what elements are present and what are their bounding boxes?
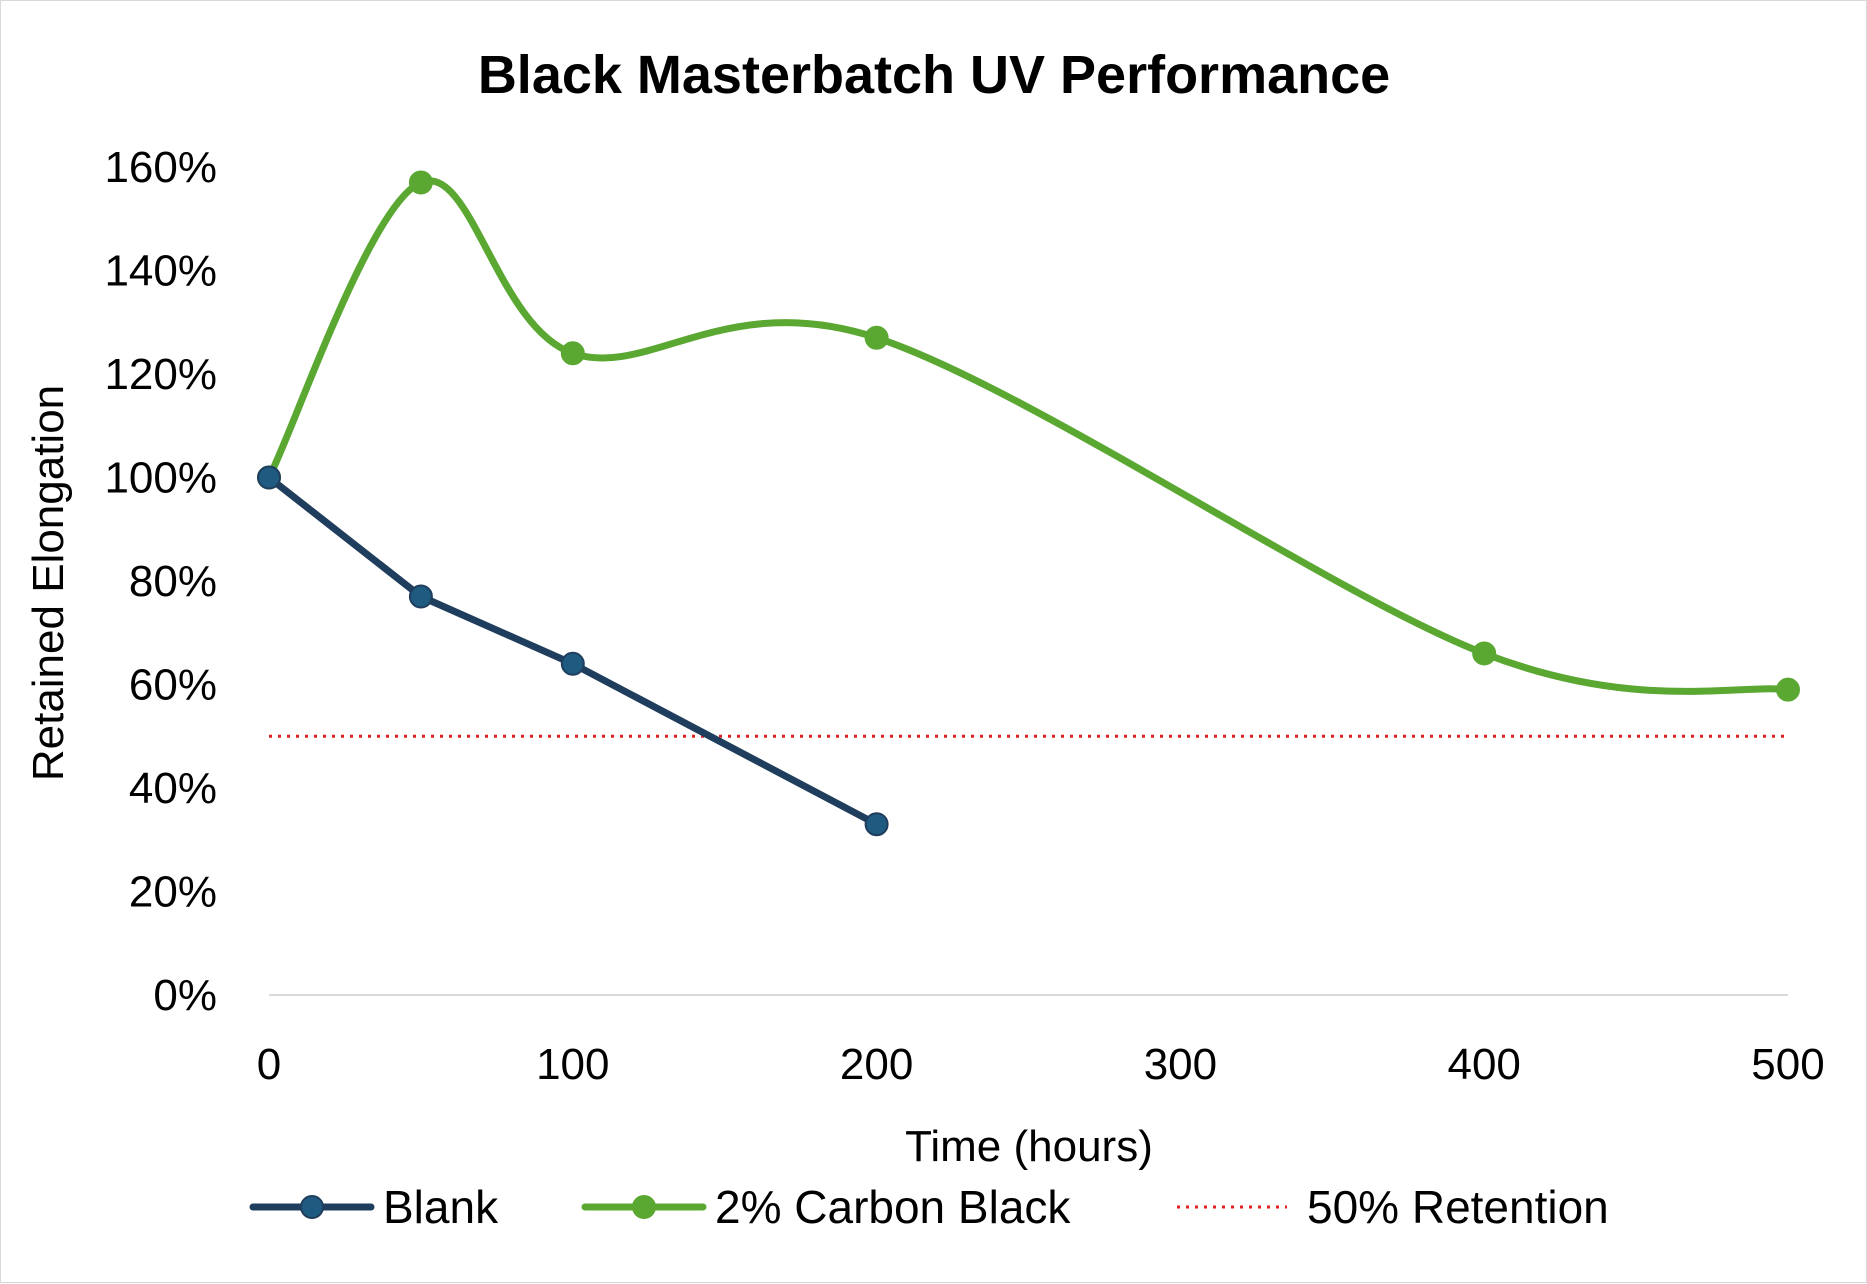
y-tick-label: 20% bbox=[129, 868, 217, 917]
data-point-blank bbox=[560, 651, 585, 676]
y-tick-label: 140% bbox=[104, 247, 217, 296]
data-point-blank bbox=[864, 812, 889, 837]
series-line-blank bbox=[265, 474, 881, 828]
x-tick-label: 100 bbox=[536, 1040, 609, 1089]
series-line-2-carbon-black bbox=[265, 177, 1792, 695]
x-tick-label: 500 bbox=[1751, 1040, 1824, 1089]
x-axis-ticks: 0 100 200 300 400 500 bbox=[257, 1040, 1825, 1089]
y-tick-label: 0% bbox=[153, 971, 217, 1020]
legend-label-2-carbon-black: 2% Carbon Black bbox=[715, 1181, 1071, 1233]
y-tick-label: 60% bbox=[129, 661, 217, 710]
data-point-2-carbon-black bbox=[864, 325, 889, 350]
y-axis-ticks: 0% 20% 40% 60% 80% 100% 120% 140% 160% bbox=[104, 143, 217, 1020]
x-tick-label: 0 bbox=[257, 1040, 281, 1089]
data-point-blank bbox=[408, 584, 433, 609]
chart-title: Black Masterbatch UV Performance bbox=[478, 45, 1390, 105]
legend-label-50-retention: 50% Retention bbox=[1307, 1181, 1609, 1233]
data-point-2-carbon-black bbox=[408, 170, 433, 195]
y-tick-label: 160% bbox=[104, 143, 217, 192]
data-point-blank bbox=[257, 465, 281, 490]
legend: Blank 2% Carbon Black 50% Retention bbox=[249, 1181, 1609, 1233]
legend-marker-blank bbox=[300, 1195, 324, 1219]
data-point-2-carbon-black bbox=[1472, 641, 1497, 666]
data-point-2-carbon-black bbox=[1776, 677, 1800, 702]
legend-marker-2-carbon-black bbox=[632, 1195, 656, 1219]
x-tick-label: 300 bbox=[1144, 1040, 1217, 1089]
x-tick-label: 400 bbox=[1447, 1040, 1520, 1089]
series-layer bbox=[257, 170, 1800, 837]
y-tick-label: 40% bbox=[129, 764, 217, 813]
x-tick-label: 200 bbox=[840, 1040, 913, 1089]
y-tick-label: 80% bbox=[129, 557, 217, 606]
y-axis-title: Retained Elongation bbox=[24, 385, 73, 781]
x-axis-title: Time (hours) bbox=[905, 1122, 1153, 1171]
legend-label-blank: Blank bbox=[383, 1181, 499, 1233]
y-tick-label: 100% bbox=[104, 454, 217, 503]
y-tick-label: 120% bbox=[104, 350, 217, 399]
data-point-2-carbon-black bbox=[560, 341, 585, 366]
